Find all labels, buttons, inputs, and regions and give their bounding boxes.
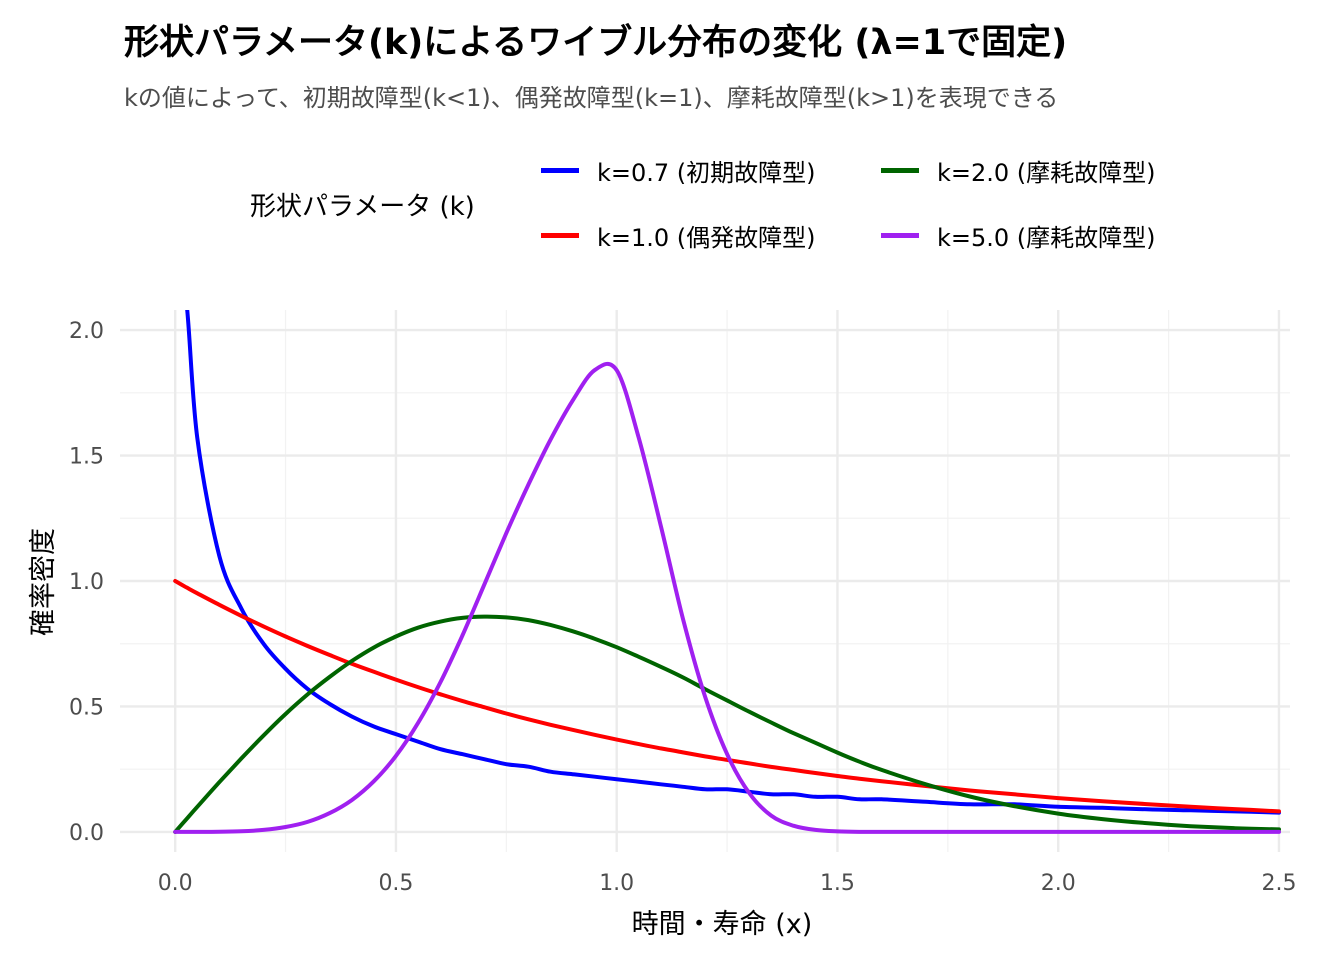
x-tick-label: 0.5 (378, 871, 413, 896)
legend-swatch (881, 232, 919, 238)
x-tick-label: 0.0 (158, 871, 193, 896)
legend-swatch (541, 232, 579, 238)
y-tick-label: 1.0 (69, 570, 104, 595)
x-axis-title: 時間・寿命 (x) (632, 909, 813, 940)
legend-swatch (881, 167, 919, 173)
x-tick-label: 1.0 (599, 871, 634, 896)
series-line-0 (185, 310, 1281, 815)
x-tick-label: 2.0 (1041, 871, 1076, 896)
grid-lines (120, 310, 1290, 852)
y-tick-labels: 0.0 0.5 1.0 1.5 2.0 (69, 319, 104, 846)
legend-item-k10: k=1.0 (偶発故障型) (541, 220, 816, 252)
legend-swatch (541, 167, 579, 173)
series-lines (173, 310, 1281, 834)
chart-subtitle: kの値によって、初期故障型(k<1)、偶発故障型(k=1)、摩耗故障型(k>1)… (124, 84, 1059, 112)
legend-label: k=5.0 (摩耗故障型) (937, 223, 1156, 252)
legend-item-k50: k=5.0 (摩耗故障型) (881, 220, 1156, 252)
x-tick-labels: 0.0 0.5 1.0 1.5 2.0 2.5 (158, 871, 1297, 896)
series-line-1 (173, 579, 1281, 814)
y-tick-label: 1.5 (69, 445, 104, 470)
y-tick-label: 0.0 (69, 821, 104, 846)
legend-label: k=2.0 (摩耗故障型) (937, 158, 1156, 187)
x-tick-label: 2.5 (1261, 871, 1296, 896)
legend-label: k=1.0 (偶発故障型) (597, 223, 816, 252)
chart-title: 形状パラメータ(k)によるワイブル分布の変化 (λ=1で固定) (124, 23, 1068, 63)
y-tick-label: 2.0 (69, 319, 104, 344)
legend-item-k20: k=2.0 (摩耗故障型) (881, 155, 1156, 187)
series-line-3 (173, 361, 1281, 834)
x-tick-label: 1.5 (820, 871, 855, 896)
legend-title: 形状パラメータ (k) (250, 192, 475, 222)
y-tick-label: 0.5 (69, 695, 104, 720)
legend-item-k07: k=0.7 (初期故障型) (541, 155, 816, 187)
legend-label: k=0.7 (初期故障型) (597, 158, 816, 187)
y-axis-title: 確率密度 (28, 528, 59, 636)
series-line-2 (173, 614, 1281, 834)
